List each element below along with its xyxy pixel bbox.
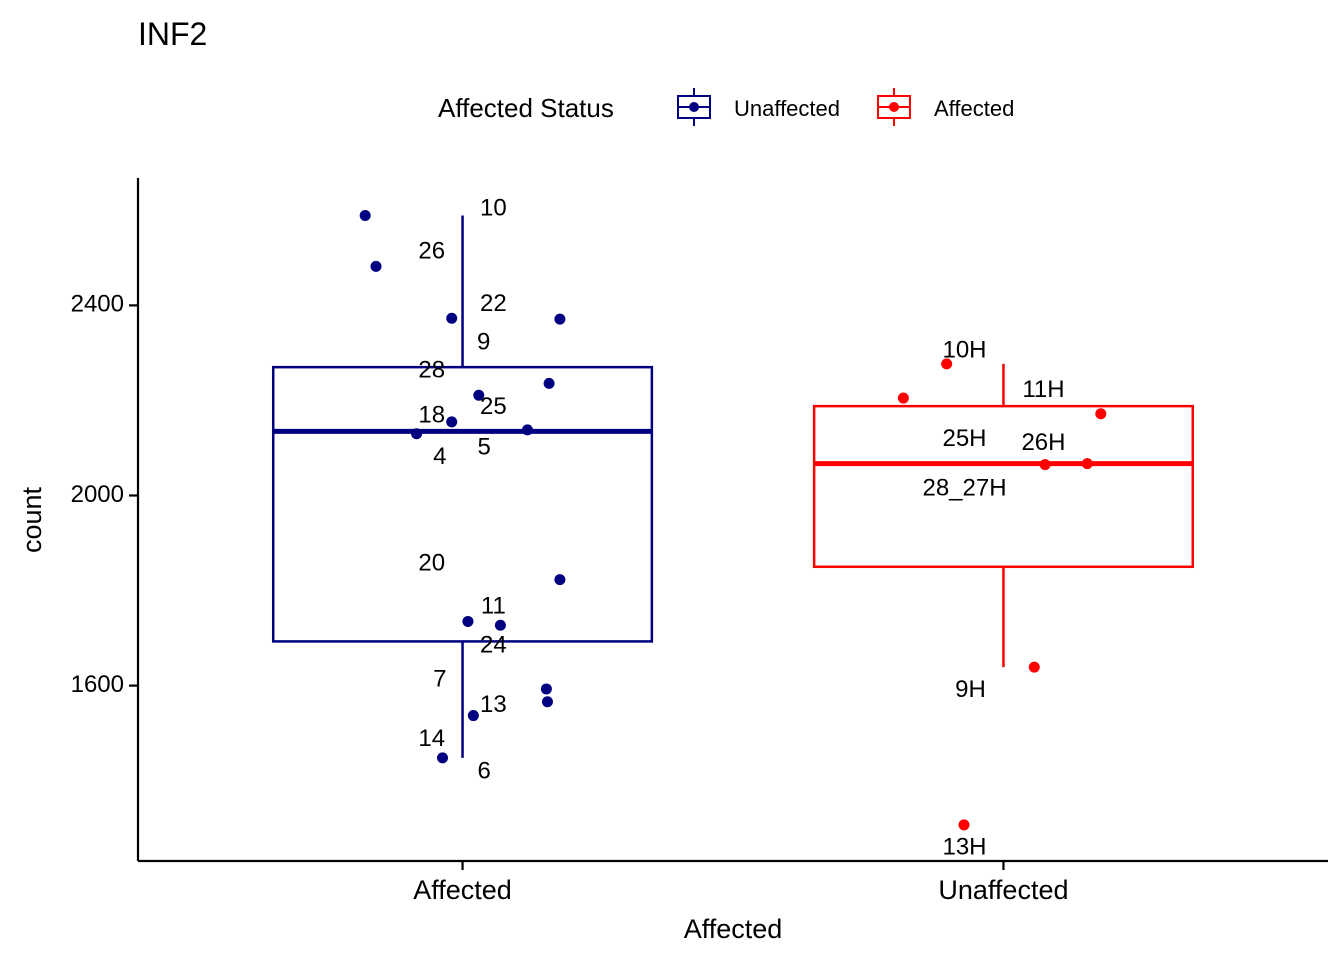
- box-unaffected: [271, 215, 654, 758]
- point-label: 10H: [942, 336, 986, 363]
- point-label: 7: [433, 665, 446, 692]
- point-label: 11: [481, 593, 506, 620]
- point-label: 4: [433, 443, 446, 470]
- point-label: 26H: [1021, 429, 1065, 456]
- legend-key-unaffected: [677, 88, 711, 126]
- data-point: [446, 312, 458, 324]
- legend-key-point: [689, 102, 699, 112]
- legend: Affected Status Unaffected Affected: [438, 88, 1014, 126]
- point-label: 28: [418, 356, 445, 383]
- chart-title: INF2: [138, 16, 207, 52]
- legend-key-point: [889, 102, 899, 112]
- legend-entry-label: Unaffected: [734, 96, 840, 121]
- box-affected: [812, 363, 1195, 668]
- y-tick-label: 2400: [71, 291, 124, 318]
- point-label: 14: [418, 725, 445, 752]
- point-labels: 10 26 22 9 28 25 18 5 4 20 11 24 7 13 14 6 10H 11H 25H 26H 2…: [418, 195, 1065, 861]
- data-point: [540, 683, 552, 695]
- point-label: 28_27H: [922, 475, 1006, 502]
- data-point: [1095, 408, 1107, 420]
- data-point: [494, 619, 506, 631]
- point-label: 25H: [942, 425, 986, 452]
- x-axis-title: Affected: [684, 914, 783, 944]
- data-point: [941, 358, 953, 370]
- data-point: [446, 416, 458, 428]
- data-point: [554, 313, 566, 325]
- point-label: 13: [480, 691, 507, 718]
- data-point: [473, 389, 485, 401]
- data-point: [1039, 459, 1051, 471]
- point-label: 22: [480, 290, 507, 317]
- x-tick-label: Affected: [413, 875, 512, 905]
- y-tick-label: 2000: [71, 481, 124, 508]
- box-rect: [271, 365, 654, 643]
- point-label: 9: [477, 329, 490, 356]
- data-point: [1028, 661, 1040, 673]
- y-tick-label: 1600: [71, 671, 124, 698]
- point-label: 20: [418, 549, 445, 576]
- data-point: [958, 819, 970, 831]
- data-point: [411, 428, 423, 440]
- points-unaffected: [359, 210, 566, 764]
- point-label: 26: [418, 237, 445, 264]
- data-point: [462, 615, 474, 627]
- data-point: [437, 752, 449, 764]
- point-label: 9H: [955, 676, 986, 703]
- data-point: [359, 210, 371, 222]
- points-affected: [897, 358, 1107, 831]
- data-point: [467, 710, 479, 722]
- y-axis-title: count: [17, 486, 47, 553]
- data-point: [554, 574, 566, 586]
- point-label: 5: [478, 433, 491, 460]
- data-point: [521, 424, 533, 436]
- legend-title: Affected Status: [438, 93, 614, 123]
- data-point: [541, 696, 553, 708]
- point-label: 18: [418, 401, 445, 428]
- legend-key-affected: [877, 88, 911, 126]
- legend-entry-unaffected: Unaffected: [677, 88, 840, 126]
- point-label: 13H: [942, 834, 986, 861]
- legend-entry-affected: Affected: [877, 88, 1014, 126]
- data-point: [897, 392, 909, 404]
- point-label: 11H: [1022, 376, 1064, 403]
- x-tick-label: Unaffected: [938, 875, 1068, 905]
- box-rect: [812, 404, 1195, 569]
- data-point: [370, 260, 382, 272]
- point-label: 10: [480, 195, 507, 222]
- data-point: [1081, 458, 1093, 470]
- point-label: 24: [480, 632, 507, 659]
- point-label: 6: [478, 757, 491, 784]
- data-point: [543, 377, 555, 389]
- point-label: 25: [480, 393, 507, 420]
- legend-entry-label: Affected: [934, 96, 1014, 121]
